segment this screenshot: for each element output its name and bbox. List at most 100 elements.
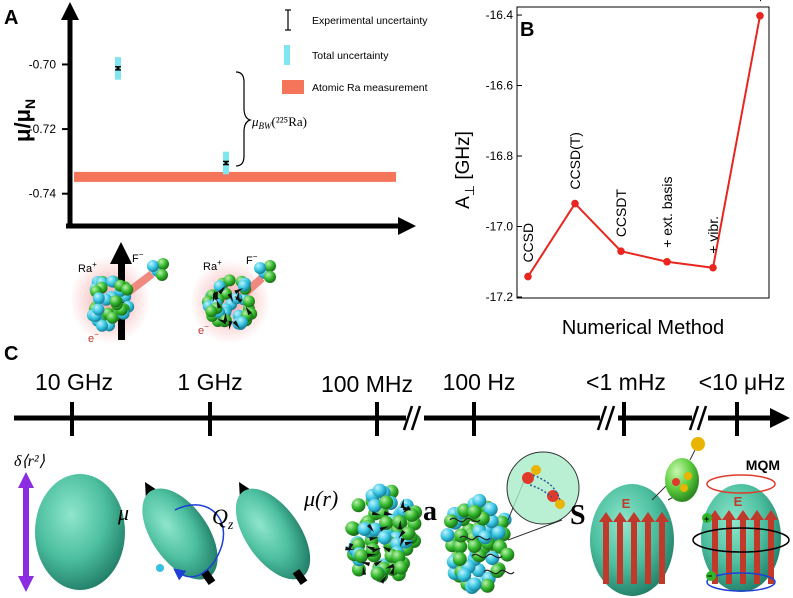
spin-arrow [371, 548, 382, 553]
panel-a-ytick-label: -0.72 [29, 122, 57, 136]
panel-b-category-label-3: CCSDT [613, 189, 629, 238]
anapole-illustration: a [423, 451, 580, 594]
panel-b-xlabel: Numerical Method [562, 317, 724, 339]
dipole-nucleus [142, 488, 218, 580]
nucleon [490, 564, 505, 578]
spherical-nucleus [35, 474, 125, 590]
scale-label-1mhz: <1 mHz [586, 369, 666, 395]
electron-label-2: e− [198, 322, 209, 337]
spin-arrow [228, 320, 233, 330]
spin-arrow [365, 545, 375, 552]
svg-text:−: − [707, 571, 712, 581]
panel-b-ytick-label: -16.6 [486, 79, 514, 93]
nucleon [467, 539, 482, 553]
panel-a-y-axis-arrow [61, 2, 79, 20]
nucleon [121, 283, 134, 296]
spin-arrow [369, 537, 379, 542]
nucleon [367, 522, 382, 537]
spin-arrow [389, 565, 395, 575]
spin-arrow [245, 306, 252, 316]
panel-a-ticks: -0.70 -0.72 -0.74 [29, 57, 70, 201]
nucleon [106, 311, 119, 324]
field-arrow-head [750, 510, 764, 520]
spin-arrow [218, 286, 226, 295]
panel-b-category-label-4: + ext. basis [659, 177, 675, 248]
magnetization-illustration: μ(r) [303, 483, 423, 584]
field-arrow-head [655, 512, 669, 522]
bracket-label: μBW(²²⁵Ra) [251, 114, 307, 131]
magnetization-label: μ(r) [303, 486, 338, 511]
nucleon [404, 507, 419, 522]
nucleon [467, 504, 482, 519]
spin-arrow [385, 563, 395, 569]
spin-arrow [398, 530, 406, 539]
nucleon [243, 295, 255, 308]
legend-total-label: Total uncertainty [312, 50, 389, 62]
panel-b-point-1 [524, 272, 532, 281]
spin-arrow [404, 541, 414, 546]
nucleon [453, 539, 468, 554]
spin-arrow [373, 560, 383, 567]
panel-b-frame [516, 6, 770, 299]
spin-arrow [227, 293, 234, 303]
field-arrow-head [641, 512, 655, 522]
spin-arrow [366, 523, 374, 533]
nucleon [354, 549, 369, 563]
nucleon [236, 316, 248, 329]
panel-b-category-label-1: CCSD [520, 223, 536, 263]
legend-experimental-label: Experimental uncertainty [312, 15, 428, 27]
field-arrow-shaft [645, 521, 651, 584]
schiff-particle [691, 437, 705, 451]
schiff-illustration: E S [570, 437, 705, 596]
nucleon [472, 493, 487, 508]
panel-a-legend: Experimental uncertainty Total uncertain… [282, 9, 428, 94]
panel-a-label: A [4, 7, 18, 29]
nucleon [467, 577, 482, 592]
spin-arrow [399, 537, 405, 547]
panel-b-point-5 [709, 263, 717, 272]
field-arrow-head [627, 512, 641, 522]
panel-b-marks: CCSD CCSD(T) CCSDT + ext. basis + vibr. + nuc… [520, 0, 768, 281]
panel-b-point-4 [663, 257, 671, 266]
legend-experimental: Experimental uncertainty [285, 9, 428, 31]
mqm-illustration: + − E MQM [692, 457, 790, 592]
spin-arrow [366, 553, 377, 558]
panel-c-label: C [4, 343, 18, 365]
spin-arrow [234, 288, 244, 295]
nucleon [401, 526, 416, 541]
data-point-1 [116, 66, 120, 70]
panel-b-ytick-label: -16.8 [486, 149, 514, 163]
nucleon [92, 292, 105, 305]
panel-b-point-2 [571, 199, 579, 208]
dipole-illustration: μ [117, 482, 225, 586]
nucleon [109, 295, 122, 308]
energy-scale-axis [14, 402, 790, 436]
schiff-zoom [665, 458, 699, 502]
panel-b-ytick-label: -17.2 [486, 290, 514, 304]
nucleon [351, 498, 366, 513]
spin-arrow [223, 312, 228, 322]
panel-b-ticks: -16.4 -16.6 -16.8 -17.0 -17.2 [486, 8, 522, 304]
spin-arrow [234, 295, 243, 304]
scale-labels: 10 GHz 1 GHz 100 MHz 100 Hz <1 mHz <10 μ… [35, 369, 785, 397]
molecule-2-illustration: Ra+ F− e− [190, 252, 276, 344]
anapole-zoom-circle [506, 451, 580, 525]
nucleon [392, 515, 407, 529]
molecule-2-nucleus [201, 274, 258, 330]
schiff-field-label: E [622, 496, 631, 511]
nucleon [205, 305, 218, 318]
legend-atomic-label: Atomic Ra measurement [312, 82, 428, 94]
nucleon [478, 530, 493, 545]
spin-arrow [382, 546, 392, 553]
quadrupole-illustration: Qz [212, 482, 311, 586]
scale-label-10uhz: <10 μHz [699, 369, 786, 395]
nucleon [379, 516, 394, 530]
panel-b-ytick-label: -17.0 [486, 220, 514, 234]
legend-atomic: Atomic Ra measurement [282, 80, 428, 94]
field-arrow-head [722, 510, 736, 520]
mqm-field-label: E [734, 494, 743, 509]
panel-b-series-line [527, 15, 761, 278]
spin-arrow [212, 293, 217, 303]
anapole-current [471, 553, 503, 559]
nucleon [454, 528, 468, 543]
